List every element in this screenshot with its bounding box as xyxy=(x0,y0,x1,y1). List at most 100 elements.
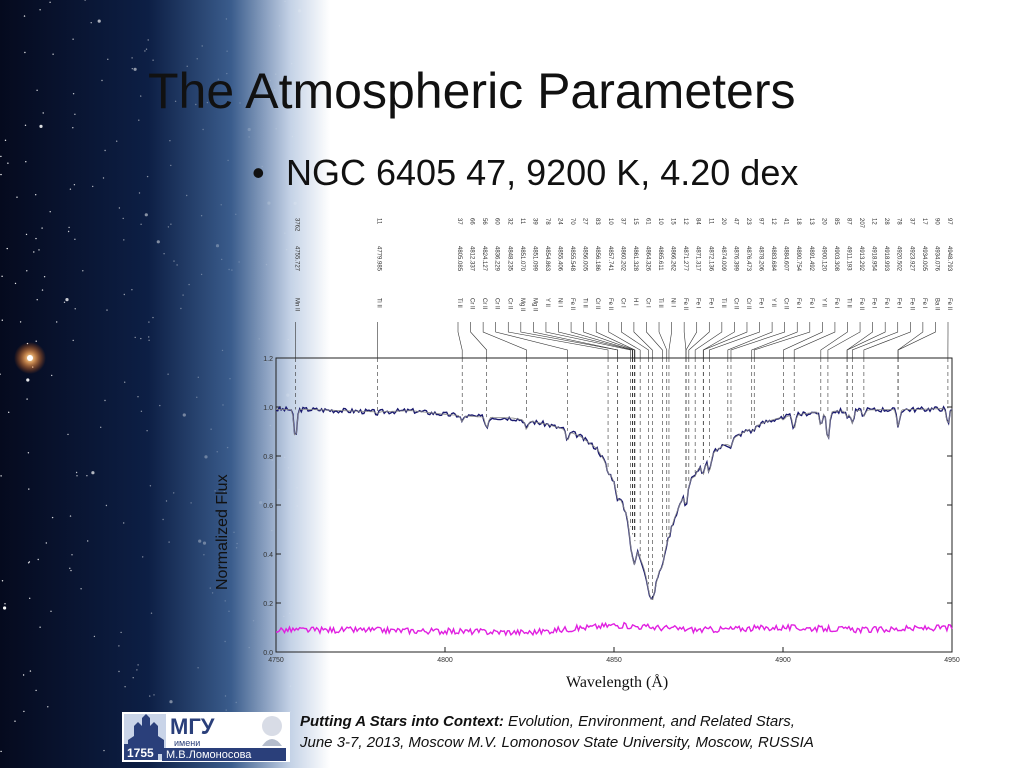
star-dot xyxy=(201,45,203,47)
line-ew-label: 60 xyxy=(494,218,500,225)
star-dot xyxy=(29,670,32,672)
line-wavelength-label: 4857.741 xyxy=(607,246,613,272)
star-dot xyxy=(152,59,154,61)
star-dot xyxy=(148,336,150,338)
line-connector xyxy=(688,322,710,358)
star-dot xyxy=(239,102,241,104)
star-dot xyxy=(284,456,286,459)
star-dot xyxy=(51,374,53,377)
line-ew-label: 11 xyxy=(519,218,525,225)
star-dot xyxy=(103,749,105,752)
star-dot xyxy=(16,196,18,198)
y-axis-label: Normalized Flux xyxy=(214,474,231,590)
star-dot xyxy=(217,78,220,81)
star-dot xyxy=(71,554,73,556)
line-ion-label: Cr II xyxy=(469,298,475,310)
line-connector xyxy=(482,322,527,358)
star-dot xyxy=(170,223,172,225)
star-dot xyxy=(28,488,30,490)
star-dot xyxy=(259,501,263,505)
line-ion-label: Fe II xyxy=(569,298,575,310)
star-dot xyxy=(122,217,124,220)
star-dot xyxy=(6,247,8,250)
x-tick-label: 4800 xyxy=(437,657,453,664)
line-wavelength-label: 4948.793 xyxy=(946,246,952,272)
star-dot xyxy=(3,606,7,610)
line-wavelength-label: 4854.863 xyxy=(544,246,550,272)
line-wavelength-label: 4911.193 xyxy=(845,246,851,271)
star-dot xyxy=(148,321,150,323)
star-dot xyxy=(36,299,38,301)
star-dot xyxy=(0,155,2,158)
star-dot xyxy=(275,73,277,75)
star-dot xyxy=(236,542,238,545)
star-dot xyxy=(28,561,31,563)
star-dot xyxy=(14,282,17,285)
star-dot xyxy=(238,261,240,263)
line-ew-label: 20 xyxy=(720,218,726,225)
line-wavelength-label: 4856.005 xyxy=(582,246,588,272)
star-dot xyxy=(38,249,40,251)
line-ew-label: 87 xyxy=(845,218,851,225)
star-dot xyxy=(69,188,72,190)
star-dot xyxy=(200,215,203,217)
y-axis-label-wrap: Normalized Flux xyxy=(214,430,238,590)
star-dot xyxy=(206,101,209,104)
star-dot xyxy=(75,471,78,474)
line-wavelength-label: 4903.308 xyxy=(833,246,839,272)
line-connector xyxy=(851,322,899,358)
line-connector xyxy=(685,322,698,358)
line-connector xyxy=(457,322,463,358)
star-dot xyxy=(137,664,139,666)
star-dot xyxy=(118,645,120,647)
logo-main-text: МГУ xyxy=(170,714,215,739)
star-dot xyxy=(35,194,37,196)
line-wavelength-label: 4755.727 xyxy=(293,246,299,272)
line-ew-label: 11 xyxy=(707,218,713,225)
line-wavelength-label: 4923.927 xyxy=(908,246,914,272)
star-dot xyxy=(131,289,133,291)
star-dot xyxy=(247,127,251,132)
star-dot xyxy=(93,635,96,638)
line-connector xyxy=(558,322,633,358)
line-connector xyxy=(595,322,636,358)
star-dot xyxy=(174,100,177,103)
star-dot xyxy=(156,240,160,244)
line-ion-label: Fe II xyxy=(908,298,914,310)
star-dot xyxy=(35,689,37,692)
star-dot xyxy=(204,455,208,459)
star-dot xyxy=(67,433,69,436)
star-dot xyxy=(0,373,1,375)
star-dot xyxy=(106,309,108,311)
star-dot xyxy=(22,674,25,676)
star-dot xyxy=(4,603,6,605)
line-ion-label: Ti II xyxy=(375,298,381,308)
line-ion-label: Ti II xyxy=(720,298,726,308)
star-dot xyxy=(186,194,188,197)
star-dot xyxy=(74,308,76,310)
line-ew-label: 23 xyxy=(745,218,751,225)
star-dot xyxy=(72,38,74,40)
star-dot xyxy=(235,547,238,549)
star-dot xyxy=(176,264,178,266)
y-tick-label: 0.2 xyxy=(263,601,273,608)
line-ew-label: 78 xyxy=(896,218,902,225)
star-dot xyxy=(220,204,222,206)
star-dot xyxy=(211,592,214,594)
star-dot xyxy=(39,626,41,628)
model-spectrum-line xyxy=(276,408,953,601)
line-wavelength-label: 4918.954 xyxy=(871,246,877,272)
line-wavelength-label: 4918.993 xyxy=(883,246,889,272)
star-dot xyxy=(132,677,134,679)
star-dot xyxy=(107,58,109,60)
line-connector xyxy=(846,322,886,358)
logo-imeni-text: имени xyxy=(174,738,200,748)
line-ion-label: Fe I xyxy=(707,298,713,309)
star-dot xyxy=(296,487,298,489)
y-tick-label: 0.0 xyxy=(263,650,273,657)
star-dot xyxy=(221,349,224,352)
star-dot xyxy=(235,701,237,704)
star-dot xyxy=(131,57,133,59)
star-dot xyxy=(68,226,70,229)
star-dot xyxy=(4,139,7,141)
